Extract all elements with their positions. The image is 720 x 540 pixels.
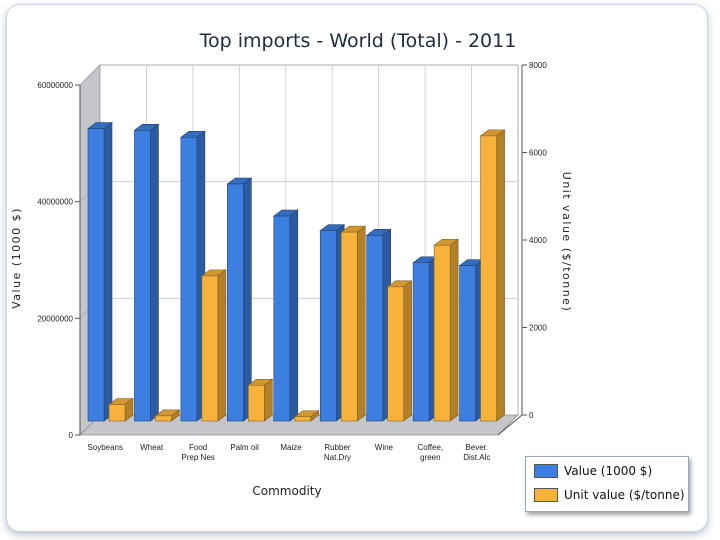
x-tick-label: Dist.Alc	[463, 453, 490, 462]
bar-value-side	[289, 209, 299, 422]
bar-unit-value	[387, 286, 404, 422]
bar-value	[459, 265, 476, 422]
bar-unit-value-side	[356, 225, 366, 422]
bar-unit-value-side	[403, 280, 412, 422]
bar-unit-value	[480, 135, 497, 422]
x-tick-label: Rubber	[324, 443, 351, 452]
bar-unit-value	[108, 404, 126, 422]
bar-value	[227, 183, 244, 422]
y2-tick-label: 0	[529, 411, 534, 420]
y2-tick-label: 6000	[529, 149, 547, 158]
y-tick-label: 40000000	[37, 198, 73, 207]
bar-unit-value	[294, 416, 312, 422]
bar-unit-value	[248, 384, 265, 422]
y2-tick-label: 2000	[529, 324, 547, 333]
bar-unit-value	[201, 275, 219, 422]
y2-tick-label: 8000	[529, 61, 547, 70]
y-tick-label: 20000000	[37, 314, 73, 323]
x-tick-label: Prep Nes	[181, 453, 214, 462]
bar-value	[180, 137, 198, 422]
x-tick-label: Wheat	[140, 443, 164, 452]
bar-unit-value-side	[449, 238, 459, 422]
bar-value	[412, 262, 430, 422]
bar-value	[319, 230, 337, 422]
x-tick-label: Soybeans	[87, 443, 123, 452]
bar-unit-value	[340, 231, 358, 422]
bar-value	[366, 235, 383, 422]
legend-item-value: Value (1000 $)	[534, 461, 688, 481]
bar-unit-value-side	[264, 378, 273, 422]
bar-unit-value	[155, 415, 172, 422]
x-tick-label: Palm oil	[230, 443, 259, 452]
bar-value-side	[103, 121, 113, 422]
legend-label-unit-value: Unit value ($/tonne)	[564, 488, 685, 502]
x-tick-label: Maize	[280, 443, 302, 452]
x-tick-label: Food	[189, 443, 207, 452]
x-tick-label: green	[420, 453, 440, 462]
y-tick-label: 0	[69, 431, 74, 440]
bar-unit-value	[433, 244, 451, 422]
x-tick-label: Wine	[375, 443, 394, 452]
legend-swatch-value	[534, 464, 558, 478]
y-tick-label: 60000000	[37, 81, 73, 90]
bar-value	[87, 128, 105, 422]
bar-unit-value-side	[496, 129, 505, 422]
y2-axis-label: Unit value ($/tonne)	[560, 172, 573, 312]
y2-tick-label: 4000	[529, 236, 547, 245]
bar-unit-value-side	[217, 269, 227, 422]
legend-item-unit-value: Unit value ($/tonne)	[534, 485, 688, 505]
chart-title: Top imports - World (Total) - 2011	[199, 30, 517, 52]
x-tick-label: Bever.	[465, 443, 488, 452]
legend-swatch-unit-value	[534, 488, 558, 502]
y2-axis-base	[497, 414, 523, 436]
y-axis-label: Value (1000 $)	[10, 207, 23, 309]
x-tick-label: Coffee,	[418, 443, 444, 452]
bar-value-side	[150, 123, 159, 422]
bar-value	[273, 215, 291, 422]
x-axis-label: Commodity	[252, 484, 321, 498]
chart-legend: Value (1000 $) Unit value ($/tonne)	[525, 456, 689, 512]
bar-value	[134, 130, 151, 422]
legend-label-value: Value (1000 $)	[564, 464, 653, 478]
x-tick-label: Nat.Dry	[324, 453, 351, 462]
